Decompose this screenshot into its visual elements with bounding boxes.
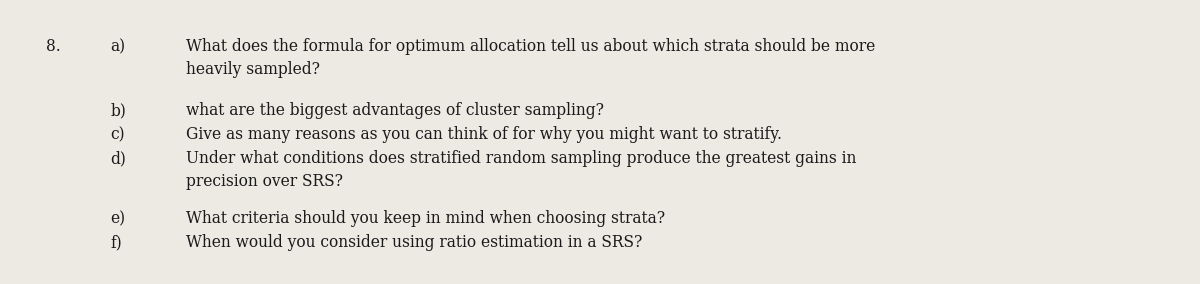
Text: When would you consider using ratio estimation in a SRS?: When would you consider using ratio esti…	[186, 234, 642, 251]
Text: a): a)	[110, 38, 126, 55]
Text: 8.: 8.	[46, 38, 60, 55]
Text: c): c)	[110, 126, 125, 143]
Text: What does the formula for optimum allocation tell us about which strata should b: What does the formula for optimum alloca…	[186, 38, 875, 78]
Text: What criteria should you keep in mind when choosing strata?: What criteria should you keep in mind wh…	[186, 210, 665, 227]
Text: b): b)	[110, 102, 126, 119]
Text: f): f)	[110, 234, 122, 251]
Text: Under what conditions does stratified random sampling produce the greatest gains: Under what conditions does stratified ra…	[186, 150, 857, 191]
Text: d): d)	[110, 150, 126, 167]
Text: what are the biggest advantages of cluster sampling?: what are the biggest advantages of clust…	[186, 102, 604, 119]
Text: e): e)	[110, 210, 126, 227]
Text: Give as many reasons as you can think of for why you might want to stratify.: Give as many reasons as you can think of…	[186, 126, 782, 143]
